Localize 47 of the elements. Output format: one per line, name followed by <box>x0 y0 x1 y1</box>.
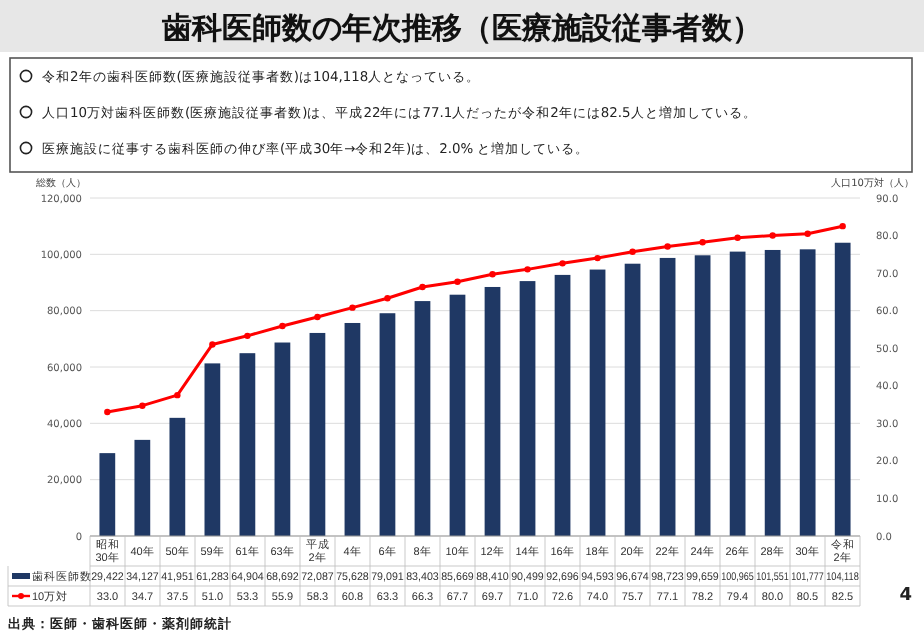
point <box>559 260 566 267</box>
bar <box>554 274 571 536</box>
bar <box>169 417 186 536</box>
point <box>699 239 706 246</box>
bar <box>694 255 711 536</box>
point <box>804 230 811 237</box>
bar <box>204 363 221 536</box>
point <box>174 391 181 399</box>
point <box>384 295 391 302</box>
point <box>839 222 846 230</box>
point <box>629 248 636 255</box>
bar <box>134 439 151 536</box>
point <box>349 304 356 311</box>
point <box>419 283 426 291</box>
bar <box>379 313 396 536</box>
point <box>139 402 146 409</box>
bar <box>414 301 431 536</box>
line-series <box>104 222 846 416</box>
point <box>524 266 531 273</box>
point <box>454 278 461 285</box>
text: 4 <box>899 586 912 606</box>
point <box>734 234 741 242</box>
bar <box>659 257 676 536</box>
bar <box>274 342 291 536</box>
chart-title: 歯科医師数の年次推移（医療施設従事者数） <box>160 10 762 46</box>
bar <box>449 294 466 536</box>
point <box>489 271 496 278</box>
point <box>314 313 321 321</box>
bar <box>764 249 781 536</box>
bar <box>834 242 851 536</box>
bar <box>519 281 536 536</box>
bar <box>484 286 501 536</box>
point <box>594 254 601 262</box>
bar <box>99 453 116 536</box>
point <box>209 341 216 348</box>
bar <box>729 251 746 536</box>
bar <box>624 263 641 536</box>
bar <box>239 353 256 536</box>
point <box>279 322 286 330</box>
bar <box>309 332 326 536</box>
point <box>664 243 671 250</box>
bar <box>344 322 361 536</box>
point <box>244 332 251 340</box>
point <box>104 408 111 416</box>
bar <box>589 269 606 536</box>
point <box>769 232 776 239</box>
bar <box>799 249 816 536</box>
